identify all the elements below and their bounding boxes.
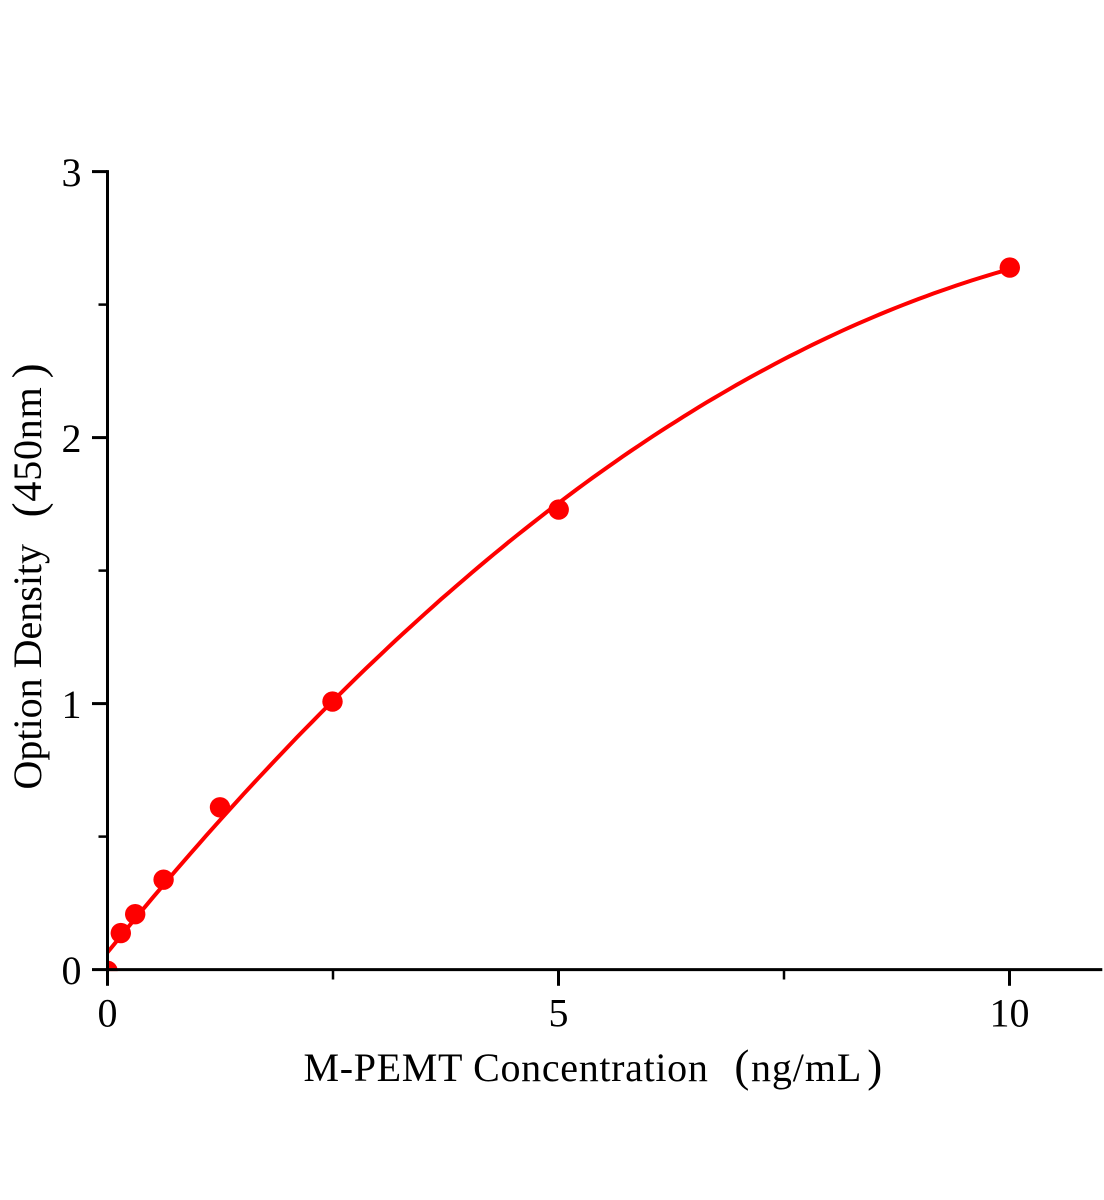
svg-text:Option Density: Option Density <box>5 544 50 790</box>
svg-text:): ) <box>4 363 54 378</box>
svg-text:(: ( <box>734 1041 749 1091</box>
svg-text:0: 0 <box>62 948 82 993</box>
svg-text:10: 10 <box>990 991 1030 1036</box>
svg-text:M-PEMT Concentration: M-PEMT Concentration <box>304 1045 709 1090</box>
svg-text:450nm: 450nm <box>5 386 50 501</box>
svg-text:): ) <box>867 1041 882 1091</box>
svg-text:(: ( <box>4 502 54 517</box>
svg-text:2: 2 <box>62 416 82 461</box>
svg-text:1: 1 <box>62 682 82 727</box>
svg-text:0: 0 <box>98 991 118 1036</box>
svg-text:5: 5 <box>549 991 569 1036</box>
svg-text:ng/mL: ng/mL <box>751 1045 862 1090</box>
svg-text:3: 3 <box>62 150 82 195</box>
